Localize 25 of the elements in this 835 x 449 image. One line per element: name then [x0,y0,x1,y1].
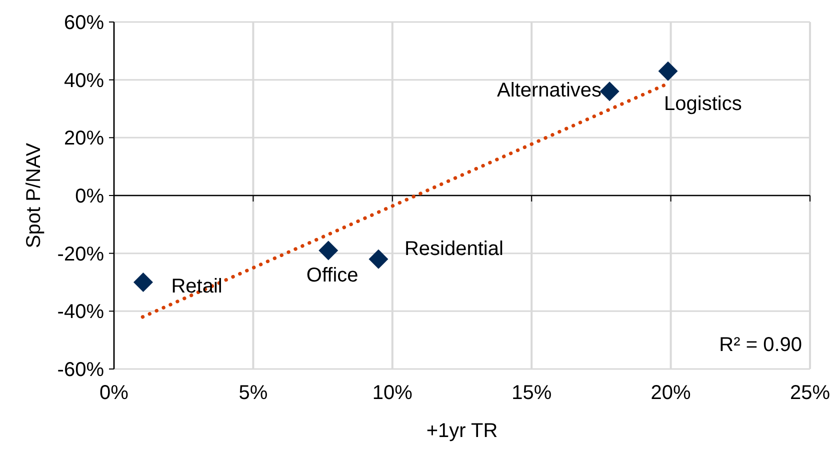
y-tick-label: 0% [75,186,104,208]
x-tick-label: 25% [790,382,830,404]
x-axis-title: +1yr TR [426,420,498,442]
annotation: Residential [404,238,504,260]
point [318,240,338,260]
annotation: Logistics [664,93,742,116]
x-tick-label: 10% [372,382,413,404]
point [658,61,678,81]
y-tick-label: -20% [57,243,104,266]
x-tick-label: 0% [100,382,129,404]
x-tick-label: 20% [650,382,692,404]
y-tick-label: 20% [64,128,104,150]
point [133,272,153,292]
point [368,249,388,269]
y-tick-label: 60% [64,12,104,34]
x-tick-label: 15% [512,382,552,404]
y-tick-label: -60% [57,359,104,381]
x-tick-label: 5% [238,382,268,404]
annotation: R² = 0.90 [719,334,802,356]
annotation: Office [306,264,358,286]
y-axis-title: Spot P/NAV [23,142,45,248]
annotation: Alternatives [497,79,602,102]
y-tick-label: 40% [64,70,104,92]
y-tick-label: -40% [57,301,104,324]
point [600,82,620,102]
